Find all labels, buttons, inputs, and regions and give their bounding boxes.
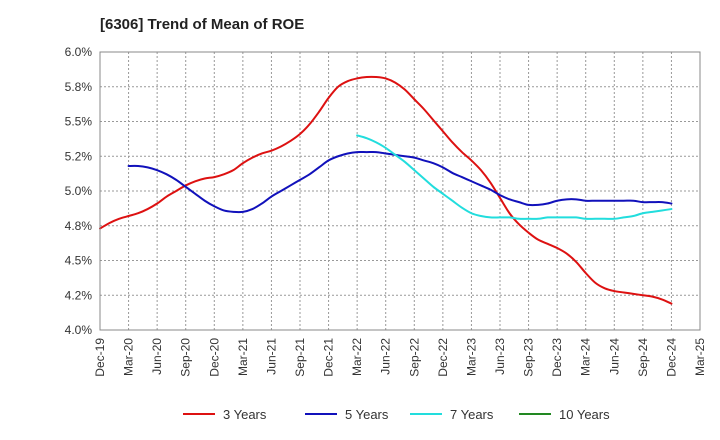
x-tick-label: Dec-21 bbox=[322, 338, 336, 377]
series-line-1 bbox=[127, 150, 673, 214]
y-tick-label: 4.2% bbox=[65, 288, 93, 302]
x-tick-label: Mar-25 bbox=[693, 338, 707, 376]
x-tick-label: Sep-23 bbox=[522, 338, 536, 377]
x-tick-label: Jun-23 bbox=[493, 338, 507, 375]
x-tick-label: Mar-24 bbox=[579, 338, 593, 376]
x-tick-label: Dec-23 bbox=[550, 338, 564, 377]
x-tick-label: Jun-22 bbox=[379, 338, 393, 375]
legend: 3 Years 5 Years 7 Years 10 Years bbox=[183, 407, 610, 422]
y-tick-label: 4.8% bbox=[65, 219, 93, 233]
x-tick-label: Sep-24 bbox=[636, 338, 650, 377]
x-tick-label: Dec-22 bbox=[436, 338, 450, 377]
legend-label-3: 10 Years bbox=[559, 407, 610, 422]
y-tick-label: 4.5% bbox=[65, 254, 93, 268]
x-tick-label: Jun-24 bbox=[607, 338, 621, 375]
y-tick-label: 6.0% bbox=[65, 45, 93, 59]
y-tick-label: 5.2% bbox=[65, 149, 93, 163]
chart-title: [6306] Trend of Mean of ROE bbox=[100, 16, 304, 33]
x-tick-label: Dec-19 bbox=[93, 338, 107, 377]
legend-label-1: 5 Years bbox=[345, 407, 389, 422]
x-tick-label: Sep-20 bbox=[179, 338, 193, 377]
legend-label-0: 3 Years bbox=[223, 407, 267, 422]
y-axis: 4.0% 4.2% 4.5% 4.8% 5.0% 5.2% 5.5% 5.8% 6.0% bbox=[65, 45, 93, 337]
series-line-0 bbox=[99, 75, 673, 305]
x-tick-label: Jun-20 bbox=[150, 338, 164, 375]
x-tick-label: Mar-21 bbox=[236, 338, 250, 376]
plot-border bbox=[99, 51, 701, 331]
y-tick-label: 5.0% bbox=[65, 184, 93, 198]
series-lines bbox=[99, 75, 673, 305]
x-tick-label: Dec-24 bbox=[664, 338, 678, 377]
y-tick-label: 4.0% bbox=[65, 323, 93, 337]
x-tick-label: Mar-22 bbox=[350, 338, 364, 376]
x-axis: Dec-19 Mar-20 Jun-20 Sep-20 Dec-20 Mar-21 Jun-… bbox=[93, 338, 707, 377]
x-tick-label: Sep-22 bbox=[407, 338, 421, 377]
x-tick-label: Dec-20 bbox=[207, 338, 221, 377]
x-tick-label: Mar-20 bbox=[122, 338, 136, 376]
x-tick-label: Mar-23 bbox=[464, 338, 478, 376]
x-tick-label: Jun-21 bbox=[264, 338, 278, 375]
y-tick-label: 5.5% bbox=[65, 115, 93, 129]
y-tick-label: 5.8% bbox=[65, 80, 93, 94]
x-tick-label: Sep-21 bbox=[293, 338, 307, 377]
series-line-2 bbox=[356, 134, 673, 220]
legend-label-2: 7 Years bbox=[450, 407, 494, 422]
